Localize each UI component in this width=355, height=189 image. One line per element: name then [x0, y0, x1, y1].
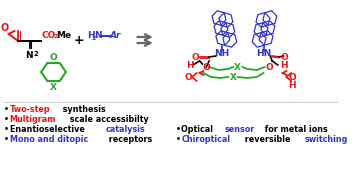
Text: N: N: [94, 32, 102, 40]
Text: O: O: [202, 63, 210, 71]
Text: catalysis: catalysis: [105, 125, 145, 135]
Text: reversible: reversible: [242, 136, 293, 145]
Text: X: X: [229, 73, 236, 81]
Text: •: •: [4, 105, 9, 115]
Text: Chiroptical: Chiroptical: [181, 136, 230, 145]
Text: N: N: [25, 51, 33, 60]
Text: 2: 2: [54, 33, 58, 39]
Text: •: •: [176, 136, 181, 145]
Text: X: X: [50, 83, 57, 91]
Text: Ar: Ar: [110, 32, 121, 40]
Text: Mono and ditopic: Mono and ditopic: [10, 136, 88, 145]
Text: O: O: [1, 23, 9, 33]
Text: 2: 2: [33, 51, 38, 57]
Text: for metal ions: for metal ions: [262, 125, 327, 135]
Text: O: O: [50, 53, 58, 61]
Text: •: •: [4, 115, 9, 125]
Text: receptors: receptors: [106, 136, 152, 145]
Text: H: H: [87, 32, 94, 40]
Text: •: •: [4, 125, 9, 135]
Text: H: H: [288, 81, 296, 90]
Text: O: O: [266, 63, 273, 71]
Text: H: H: [186, 60, 194, 70]
Text: •: •: [4, 136, 9, 145]
Text: Multigram: Multigram: [10, 115, 56, 125]
Text: X: X: [234, 63, 241, 71]
Text: CO: CO: [41, 32, 55, 40]
Text: O: O: [192, 53, 200, 61]
Text: O: O: [288, 73, 296, 81]
Text: Enantioselective: Enantioselective: [10, 125, 87, 135]
Text: Optical: Optical: [181, 125, 216, 135]
Text: HN: HN: [256, 50, 271, 59]
Text: NH: NH: [214, 50, 229, 59]
Text: synthesis: synthesis: [60, 105, 105, 115]
Text: Two-step: Two-step: [10, 105, 50, 115]
Text: scale accessibilty: scale accessibilty: [67, 115, 149, 125]
Text: Me: Me: [56, 32, 71, 40]
Text: sensor: sensor: [224, 125, 255, 135]
Text: switching: switching: [305, 136, 349, 145]
Text: +: +: [74, 35, 84, 47]
Text: •: •: [176, 125, 181, 135]
Text: 2: 2: [92, 36, 96, 40]
Text: H: H: [280, 60, 288, 70]
Text: O: O: [184, 73, 192, 81]
Text: O: O: [281, 53, 288, 61]
